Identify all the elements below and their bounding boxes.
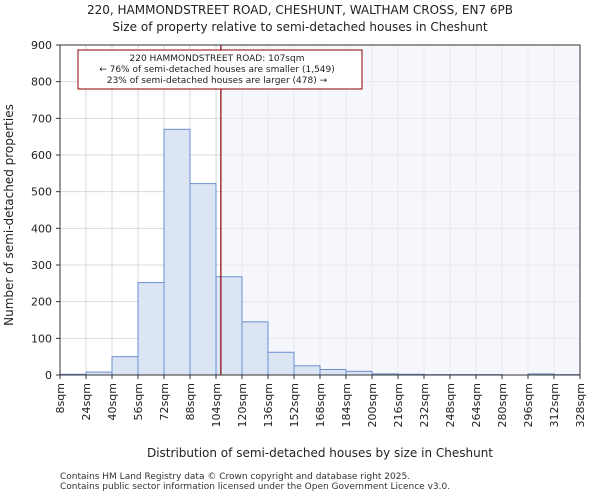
y-tick-label: 900 <box>31 39 52 52</box>
x-tick-label: 296sqm <box>522 383 535 427</box>
footer: Contains HM Land Registry data © Crown c… <box>60 472 450 492</box>
y-tick-label: 100 <box>31 332 52 345</box>
bar-120sqm <box>241 321 269 376</box>
y-tick-label: 200 <box>31 296 52 309</box>
footer-line-2: Contains public sector information licen… <box>60 482 451 492</box>
y-tick-label: 0 <box>45 369 52 382</box>
y-tick-label: 500 <box>31 186 52 199</box>
x-tick-label: 24sqm <box>80 383 93 420</box>
x-tick-label: 216sqm <box>392 383 405 427</box>
x-tick-labels: 8sqm 24sqm 40sqm 56sqm 72sqm 88sqm 104sqm 120sq… <box>54 383 587 427</box>
bar-168sqm <box>319 369 347 376</box>
y-tick-label: 700 <box>31 112 52 125</box>
x-tick-label: 264sqm <box>470 383 483 427</box>
bar-40sqm <box>111 356 139 376</box>
annotation-line-3: 23% of semi-detached houses are larger (… <box>107 76 328 86</box>
bar-56sqm <box>137 282 165 376</box>
y-tick-label: 400 <box>31 222 52 235</box>
bar-104sqm <box>215 276 243 376</box>
x-tick-label: 152sqm <box>288 383 301 427</box>
x-tick-label: 88sqm <box>184 383 197 420</box>
x-tick-label: 248sqm <box>444 383 457 427</box>
bar-88sqm <box>189 183 217 376</box>
bar-72sqm <box>163 128 191 376</box>
larger-properties-region <box>220 45 580 375</box>
x-tick-label: 200sqm <box>366 383 379 427</box>
y-tick-label: 600 <box>31 149 52 162</box>
y-tick-label: 800 <box>31 76 52 89</box>
annotation-line-2: ← 76% of semi-detached houses are smalle… <box>99 65 335 75</box>
bar-136sqm <box>267 351 295 376</box>
x-tick-label: 40sqm <box>106 383 119 420</box>
x-axis-label: Distribution of semi-detached houses by … <box>147 446 493 460</box>
x-tick-label: 232sqm <box>418 383 431 427</box>
x-tick-label: 8sqm <box>54 383 67 413</box>
annotation-box: 220 HAMMONDSTREET ROAD: 107sqm ← 76% of … <box>77 49 363 90</box>
x-tick-label: 168sqm <box>314 383 327 427</box>
annotation-line-1: 220 HAMMONDSTREET ROAD: 107sqm <box>130 54 305 64</box>
chart-title: 220, HAMMONDSTREET ROAD, CHESHUNT, WALTH… <box>87 3 513 17</box>
y-tick-labels: 0 100 200 300 400 500 600 700 800 900 <box>31 39 52 382</box>
x-tick-label: 56sqm <box>132 383 145 420</box>
x-tick-label: 280sqm <box>496 383 509 427</box>
x-tick-label: 184sqm <box>340 383 353 427</box>
bar-184sqm <box>345 370 373 376</box>
x-tick-label: 328sqm <box>574 383 587 427</box>
y-tick-label: 300 <box>31 259 52 272</box>
chart-subtitle: Size of property relative to semi-detach… <box>112 20 487 34</box>
axes <box>56 44 581 379</box>
x-tick-label: 312sqm <box>548 383 561 427</box>
bar-152sqm <box>293 365 321 376</box>
footer-line-1: Contains HM Land Registry data © Crown c… <box>60 472 411 482</box>
x-tick-label: 136sqm <box>262 383 275 427</box>
x-tick-label: 72sqm <box>158 383 171 420</box>
x-tick-label: 104sqm <box>210 383 223 427</box>
y-axis-label: Number of semi-detached properties <box>2 104 16 326</box>
x-tick-label: 120sqm <box>236 383 249 427</box>
